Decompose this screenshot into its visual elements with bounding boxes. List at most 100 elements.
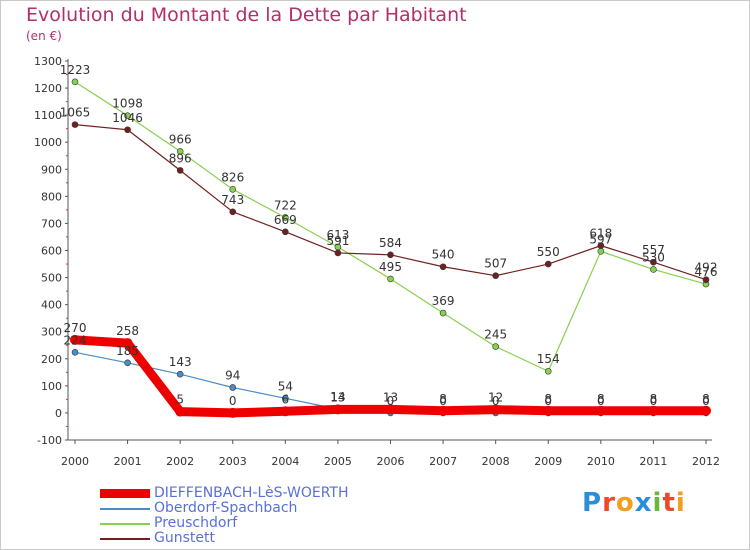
x-tick-label: 2003 — [219, 455, 247, 468]
data-point — [70, 334, 80, 345]
y-tick-label: 1200 — [34, 82, 62, 95]
x-tick-label: 2001 — [114, 455, 142, 468]
y-tick-label: 900 — [41, 163, 62, 176]
x-tick-label: 2012 — [692, 455, 720, 468]
data-label: 0 — [439, 394, 447, 408]
data-point — [176, 148, 184, 155]
data-point — [282, 395, 289, 402]
data-label: 94 — [225, 368, 240, 382]
data-point — [332, 404, 343, 415]
data-label: 476 — [695, 265, 718, 279]
data-label: 1046 — [112, 111, 143, 125]
data-label: 966 — [169, 132, 192, 146]
data-point — [650, 258, 657, 266]
data-label: 0 — [492, 394, 500, 408]
data-label: 722 — [274, 198, 297, 212]
data-label: 507 — [484, 257, 507, 271]
logo-letter: i — [652, 488, 663, 518]
data-label: 550 — [537, 245, 560, 259]
logo-letter: P — [582, 488, 603, 518]
data-label: 6 — [282, 392, 290, 406]
data-point — [175, 406, 186, 417]
data-point — [124, 359, 131, 367]
data-point — [648, 405, 659, 416]
data-label: 8 — [439, 392, 447, 406]
data-point — [439, 263, 447, 271]
x-tick-label: 2004 — [271, 455, 299, 468]
x-tick-label: 2007 — [429, 455, 457, 468]
data-label: 495 — [379, 260, 402, 274]
y-tick-label: 300 — [41, 326, 62, 339]
data-point — [490, 404, 501, 415]
data-point — [439, 309, 447, 317]
data-label: 0 — [387, 394, 395, 408]
data-point — [701, 405, 711, 416]
data-label: 8 — [544, 392, 552, 406]
data-label: 896 — [169, 151, 192, 165]
legend-swatch — [100, 537, 150, 540]
data-label: 143 — [169, 355, 192, 369]
proxiti-logo: Proxiti — [582, 488, 686, 518]
data-point — [385, 404, 396, 415]
data-point — [122, 338, 133, 349]
data-point — [124, 112, 131, 119]
legend-item-oberdorf: Oberdorf-Spachbach — [100, 501, 349, 516]
data-point — [71, 121, 79, 128]
data-point — [544, 367, 552, 375]
logo-letter: o — [615, 488, 635, 518]
y-tick-label: 1100 — [34, 109, 62, 122]
data-label: 13 — [330, 390, 345, 404]
y-tick-label: -100 — [37, 434, 62, 447]
x-tick-label: 2002 — [166, 455, 194, 468]
data-label: 0 — [702, 394, 710, 408]
data-label: 1098 — [112, 97, 143, 111]
data-label: 369 — [432, 294, 455, 308]
chart-legend: DIEFFENBACH-LèS-WOERTH Oberdorf-Spachbac… — [100, 486, 349, 546]
data-label: 669 — [274, 213, 297, 227]
legend-label: DIEFFENBACH-LèS-WOERTH — [154, 485, 349, 501]
data-point — [280, 406, 291, 417]
data-point — [282, 228, 289, 236]
data-label: 1223 — [60, 63, 91, 77]
data-point — [492, 343, 499, 350]
data-point — [597, 248, 605, 255]
data-label: 8 — [702, 392, 710, 406]
data-point — [650, 266, 657, 273]
y-tick-label: 800 — [41, 190, 62, 203]
data-label: 492 — [695, 261, 718, 275]
data-point — [702, 276, 710, 284]
y-tick-label: 700 — [41, 217, 62, 230]
data-point — [229, 186, 237, 193]
data-label: 618 — [589, 227, 612, 241]
data-point — [282, 214, 289, 221]
data-label: 8 — [597, 392, 605, 406]
legend-label: Oberdorf-Spachbach — [154, 500, 298, 516]
data-point — [438, 405, 449, 416]
x-tick-label: 2010 — [587, 455, 615, 468]
data-label: 185 — [116, 344, 139, 358]
legend-swatch — [100, 522, 150, 525]
data-point — [229, 208, 237, 216]
data-label: 245 — [484, 328, 507, 342]
x-tick-label: 2000 — [61, 455, 89, 468]
data-point — [544, 260, 552, 268]
data-point — [543, 405, 554, 416]
data-label: 826 — [221, 170, 244, 184]
data-point — [71, 78, 79, 86]
data-label: 154 — [537, 352, 560, 366]
data-label: 540 — [432, 248, 455, 262]
legend-label: Gunstett — [154, 530, 215, 546]
data-label: 591 — [326, 234, 349, 248]
data-label: 0 — [229, 394, 237, 408]
data-label: 5 — [176, 393, 184, 407]
data-label: 13 — [383, 390, 398, 404]
x-tick-label: 2005 — [324, 455, 352, 468]
data-label: 0 — [597, 394, 605, 408]
logo-letter: t — [662, 488, 676, 518]
legend-swatch — [100, 507, 150, 510]
data-point — [124, 126, 131, 134]
data-point — [597, 242, 605, 249]
logo-letter: i — [675, 488, 686, 518]
